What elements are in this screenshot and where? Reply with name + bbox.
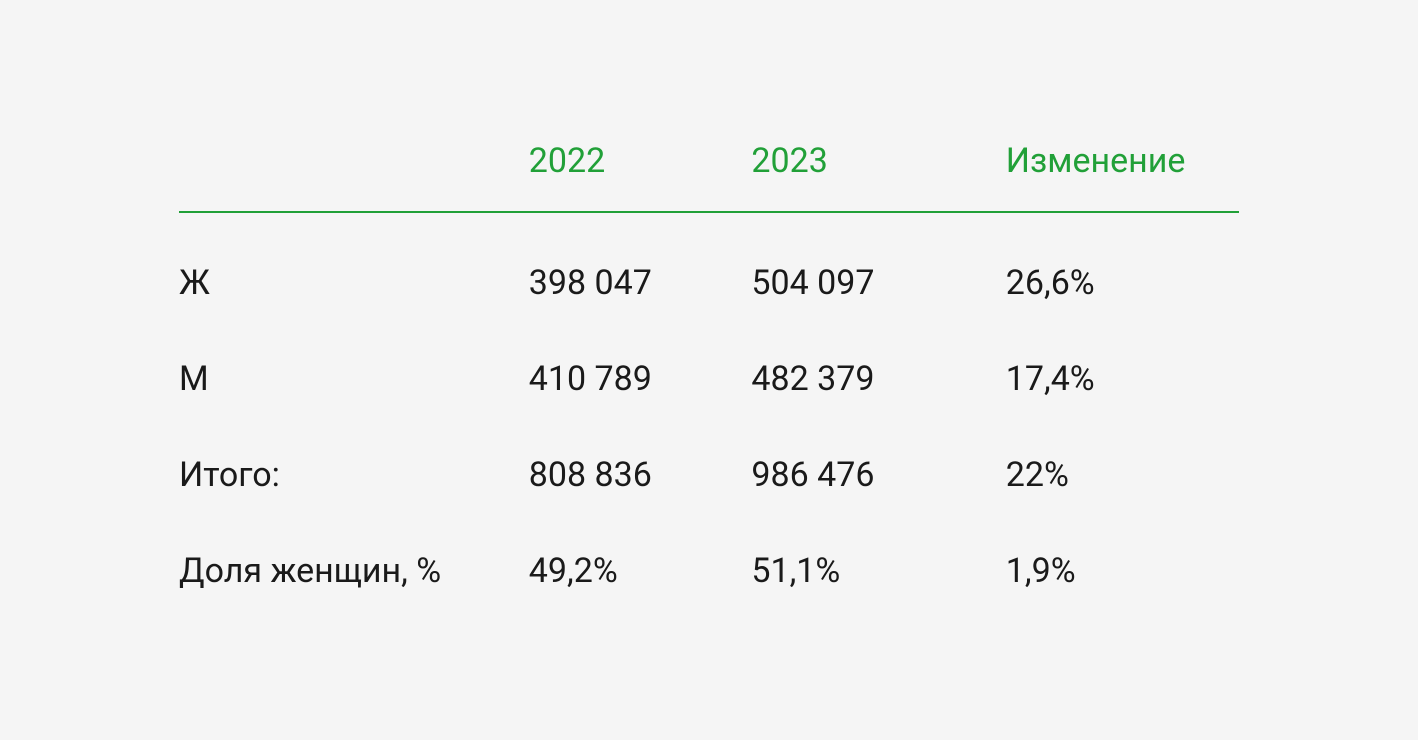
table-header-label (179, 121, 529, 212)
table-cell-2023: 482 379 (751, 331, 1005, 427)
data-table-container: 2022 2023 Изменение Ж 398 047 504 097 26… (179, 121, 1239, 619)
table-cell-2022: 398 047 (529, 212, 752, 331)
table-cell-2022: 410 789 (529, 331, 752, 427)
table-row: М 410 789 482 379 17,4% (179, 331, 1239, 427)
table-row: Итого: 808 836 986 476 22% (179, 427, 1239, 523)
table-row: Ж 398 047 504 097 26,6% (179, 212, 1239, 331)
table-cell-2022: 49,2% (529, 523, 752, 619)
table-cell-label: Доля женщин, % (179, 523, 529, 619)
table-cell-label: М (179, 331, 529, 427)
table-cell-2023: 504 097 (751, 212, 1005, 331)
table-cell-2022: 808 836 (529, 427, 752, 523)
table-cell-2023: 51,1% (751, 523, 1005, 619)
table-cell-change: 1,9% (1006, 523, 1239, 619)
table-cell-change: 22% (1006, 427, 1239, 523)
table-cell-label: Итого: (179, 427, 529, 523)
data-table: 2022 2023 Изменение Ж 398 047 504 097 26… (179, 121, 1239, 619)
table-header-2022: 2022 (529, 121, 752, 212)
table-cell-change: 17,4% (1006, 331, 1239, 427)
table-cell-change: 26,6% (1006, 212, 1239, 331)
table-header-2023: 2023 (751, 121, 1005, 212)
table-cell-2023: 986 476 (751, 427, 1005, 523)
table-cell-label: Ж (179, 212, 529, 331)
table-header-row: 2022 2023 Изменение (179, 121, 1239, 212)
table-row: Доля женщин, % 49,2% 51,1% 1,9% (179, 523, 1239, 619)
table-header-change: Изменение (1006, 121, 1239, 212)
